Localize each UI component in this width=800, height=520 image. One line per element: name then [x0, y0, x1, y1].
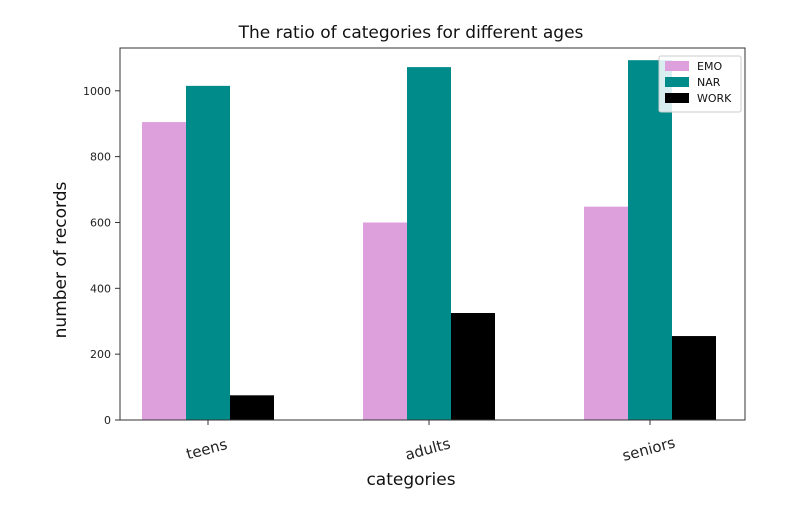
legend-swatch-work [665, 93, 689, 103]
plot-frame [119, 47, 746, 421]
y-tick-label: 600 [90, 216, 111, 229]
y-tick-label: 0 [104, 414, 111, 427]
bar-emo-teens [142, 122, 186, 420]
y-axis-label: number of records [51, 182, 71, 339]
legend-label-work: WORK [697, 92, 732, 105]
bar-work-seniors [672, 336, 716, 420]
y-tick-label: 400 [90, 282, 111, 295]
bar-work-adults [451, 313, 495, 420]
y-axis-ticks: 0 200 400 600 800 1000 [83, 85, 120, 427]
legend-label-emo: EMO [697, 60, 722, 73]
bars-group [142, 60, 716, 421]
bar-nar-teens [186, 85, 230, 421]
bar-nar-seniors [628, 60, 672, 420]
bar-work-teens [230, 395, 274, 420]
x-tick-label-teens: teens [184, 435, 229, 463]
y-tick-label: 1000 [83, 85, 111, 98]
bar-emo-seniors [584, 206, 628, 420]
x-axis-label: categories [366, 470, 455, 490]
x-tick-label-adults: adults [403, 434, 452, 463]
x-tick-label-seniors: seniors [620, 433, 677, 464]
bar-nar-adults [407, 67, 451, 420]
x-axis-ticks: teens adults seniors [184, 420, 677, 465]
y-tick-label: 800 [90, 151, 111, 164]
legend-swatch-emo [665, 61, 689, 71]
y-tick-label: 200 [90, 348, 111, 361]
chart-title: The ratio of categories for different ag… [238, 23, 584, 43]
legend: EMO NAR WORK [658, 55, 742, 113]
bar-emo-adults [363, 222, 407, 420]
legend-swatch-nar [665, 77, 689, 87]
legend-label-nar: NAR [697, 76, 721, 89]
